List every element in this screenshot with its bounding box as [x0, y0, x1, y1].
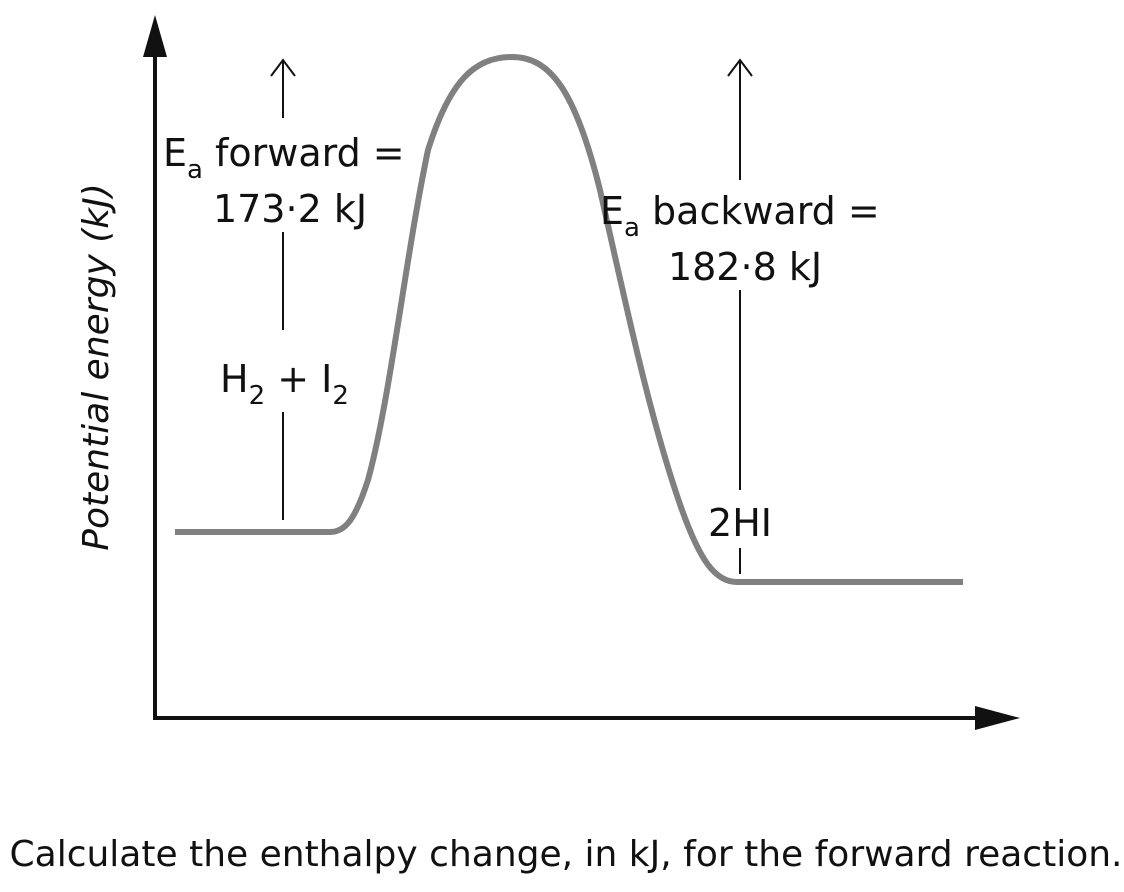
x-axis-arrowhead [975, 706, 1020, 730]
products-label: 2HI [708, 501, 772, 545]
reactant-plus: + [265, 357, 321, 401]
ea-backward-arrow [727, 58, 753, 574]
reactants-label: H2 + I2 [220, 357, 349, 411]
ea-forward-subscript: a [187, 155, 203, 185]
energy-curve [175, 54, 963, 585]
question-text: Calculate the enthalpy change, in kJ, fo… [10, 834, 1123, 875]
ea-backward-symbol: E [600, 189, 624, 233]
y-axis-label: Potential energy (kJ) [76, 183, 117, 551]
y-axis-arrowhead [143, 15, 167, 57]
reactant-i-subscript: 2 [332, 381, 349, 411]
ea-forward-symbol: E [163, 131, 187, 175]
ea-forward-label: Ea forward = [163, 131, 405, 185]
ea-forward-text: forward = [203, 131, 405, 175]
ea-forward-value: 173·2 kJ [213, 187, 367, 231]
ea-backward-label: Ea backward = [600, 189, 880, 243]
ea-backward-text: backward = [640, 189, 880, 233]
reactant-i: I [321, 357, 332, 401]
reactant-h-subscript: 2 [249, 381, 266, 411]
reactant-h: H [220, 357, 249, 401]
axes [143, 15, 1020, 730]
ea-backward-subscript: a [624, 213, 640, 243]
ea-backward-value: 182·8 kJ [668, 245, 822, 289]
ea-forward-arrow [270, 58, 296, 520]
